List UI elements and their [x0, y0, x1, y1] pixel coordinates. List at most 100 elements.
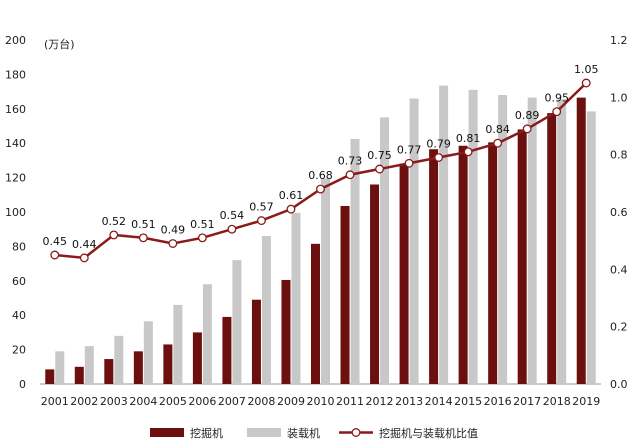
bar-loader — [586, 111, 596, 384]
bar-excavator — [133, 351, 143, 384]
x-tick-label: 2005 — [159, 395, 187, 408]
x-tick-label: 2017 — [513, 395, 541, 408]
ratio-line-series: 0.45 0.44 0.52 0.51 0.49 0.51 0.54 0.57 0.61 0.68… — [43, 63, 598, 263]
bar-excavator — [45, 369, 55, 384]
bar-excavator — [488, 142, 498, 384]
bar-excavator — [576, 97, 586, 385]
x-tick-label: 2012 — [366, 395, 394, 408]
left-y-tick-label: 60 — [12, 275, 26, 288]
x-tick-label: 2009 — [277, 395, 305, 408]
x-tick-label: 2016 — [484, 395, 512, 408]
left-y-tick-label: 40 — [12, 309, 26, 322]
x-tick-label: 2015 — [454, 395, 482, 408]
ratio-point — [286, 204, 296, 214]
bar-loader — [232, 260, 242, 384]
left-y-tick-label: 100 — [5, 206, 26, 219]
ratio-point — [138, 233, 148, 243]
ratio-point — [345, 170, 355, 180]
legend-label-excavator: 挖掘机 — [190, 426, 223, 440]
bar-excavator — [251, 299, 261, 384]
ratio-data-label: 0.73 — [338, 155, 363, 168]
bar-excavator — [429, 149, 439, 384]
x-tick-label: 2004 — [129, 395, 157, 408]
ratio-point — [197, 233, 207, 243]
right-y-tick-label: 0.2 — [610, 321, 628, 334]
ratio-data-label: 0.49 — [161, 224, 186, 237]
bar-excavator — [192, 332, 202, 384]
ratio-point — [375, 164, 385, 174]
legend-label-ratio: 挖掘机与装载机比值 — [379, 426, 478, 440]
x-tick-labels: 2001 2002 2003 2004 2005 2006 2007 2008 2009 2010… — [41, 395, 600, 408]
bar-excavator — [163, 344, 173, 384]
bar-excavator — [517, 129, 527, 384]
bar-excavator — [74, 366, 84, 384]
right-y-tick-label: 0.6 — [610, 206, 628, 219]
ratio-data-label: 0.54 — [220, 209, 245, 222]
bar-loader — [350, 138, 360, 384]
right-y-tick-label: 1.0 — [610, 91, 628, 104]
legend-swatch-ratio-marker — [351, 428, 361, 437]
x-tick-label: 2018 — [543, 395, 571, 408]
axes: 0 20 40 60 80 100 120 140 160 180 200 0.0 0.2 0.4 0.6 0… — [5, 34, 628, 391]
left-y-tick-label: 140 — [5, 137, 26, 150]
left-axis-unit-label: (万台) — [44, 37, 75, 51]
ratio-data-label: 0.95 — [544, 92, 569, 105]
ratio-data-label: 0.79 — [426, 138, 451, 151]
bar-loader — [439, 85, 449, 384]
left-y-tick-label: 180 — [5, 68, 26, 81]
bar-excavator — [340, 205, 350, 384]
ratio-data-label: 0.57 — [249, 201, 274, 214]
legend-swatch-excavator — [150, 428, 184, 437]
ratio-data-label: 0.77 — [397, 143, 422, 156]
x-tick-label: 2006 — [188, 395, 216, 408]
x-tick-label: 2013 — [395, 395, 423, 408]
left-y-tick-label: 120 — [5, 172, 26, 185]
bar-excavator — [399, 163, 409, 384]
ratio-point — [434, 153, 444, 162]
ratio-point — [404, 158, 414, 168]
right-y-tick-label: 0.4 — [610, 263, 628, 276]
x-tick-label: 2001 — [41, 395, 69, 408]
bar-loader — [557, 99, 567, 384]
bar-loader — [321, 178, 330, 384]
bar-loader — [527, 97, 537, 385]
ratio-point — [463, 147, 473, 157]
ratio-point — [227, 224, 237, 234]
bar-loader — [380, 117, 390, 385]
bar-loader — [468, 89, 478, 384]
ratio-point — [109, 230, 119, 240]
ratio-point — [493, 138, 503, 148]
bar-loader — [55, 351, 65, 384]
x-tick-label: 2008 — [247, 395, 275, 408]
x-tick-label: 2014 — [425, 395, 453, 408]
ratio-point — [79, 253, 89, 263]
ratio-data-label: 0.61 — [279, 189, 304, 202]
ratio-data-label: 0.81 — [456, 132, 481, 145]
ratio-point — [50, 250, 60, 260]
x-tick-label: 2007 — [218, 395, 246, 408]
ratio-data-label: 0.45 — [43, 235, 68, 248]
bar-excavator — [311, 243, 320, 384]
ratio-data-label: 0.44 — [72, 238, 97, 251]
ratio-point — [552, 107, 562, 117]
bar-loader — [114, 335, 124, 384]
bar-loader — [409, 98, 419, 384]
left-y-tick-label: 20 — [12, 344, 26, 357]
ratio-data-label: 0.75 — [367, 149, 392, 162]
left-y-tick-label: 200 — [5, 34, 26, 47]
left-y-tick-label: 0 — [19, 378, 26, 391]
bar-loader — [143, 321, 153, 384]
bar-loader — [498, 95, 508, 384]
bar-loader — [261, 236, 271, 384]
bar-loader — [291, 212, 301, 384]
bar-excavator — [370, 184, 380, 384]
ratio-data-label: 0.68 — [308, 169, 333, 182]
right-y-tick-label: 0.8 — [610, 149, 628, 162]
bar-excavator — [222, 316, 232, 384]
right-y-tick-label: 1.2 — [610, 34, 628, 47]
bar-loader — [173, 304, 183, 384]
ratio-data-label: 0.84 — [485, 123, 510, 136]
x-tick-label: 2019 — [572, 395, 600, 408]
ratio-point — [581, 78, 591, 88]
right-y-tick-label: 0.0 — [610, 378, 628, 391]
